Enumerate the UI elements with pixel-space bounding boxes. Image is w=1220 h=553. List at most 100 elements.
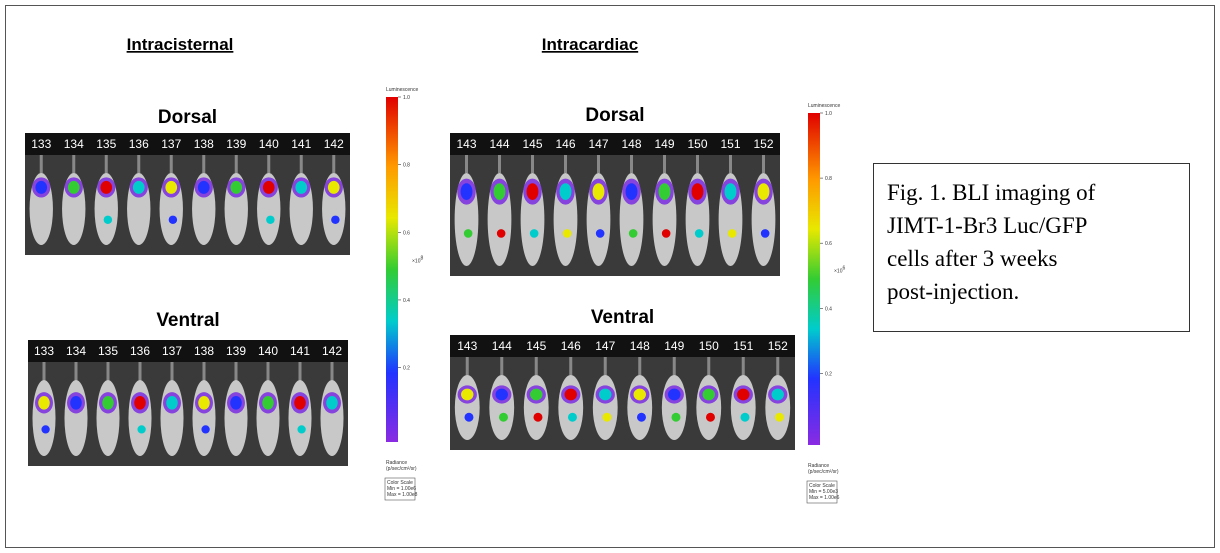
mouse-id: 152 bbox=[768, 339, 788, 353]
colorbar-tick-label: 1.0 bbox=[825, 111, 832, 117]
colorbar-title: Luminescence bbox=[386, 87, 418, 93]
signal-core bbox=[133, 181, 145, 194]
mouse bbox=[64, 380, 87, 456]
mouse-id: 136 bbox=[129, 137, 149, 151]
signal-core bbox=[593, 183, 605, 200]
section-heading: Intracardiac bbox=[542, 35, 638, 54]
signal-core bbox=[659, 183, 671, 200]
signal-core bbox=[737, 389, 749, 401]
signal-core bbox=[668, 389, 680, 401]
signal-spot bbox=[499, 413, 508, 422]
signal-core bbox=[527, 183, 539, 200]
mouse-id: 142 bbox=[324, 137, 344, 151]
mouse bbox=[128, 380, 151, 456]
signal-core bbox=[198, 181, 210, 194]
signal-spot bbox=[331, 216, 339, 224]
view-label: Ventral bbox=[591, 307, 654, 328]
page: {"figure": {"groups": [ {"title": "Intra… bbox=[0, 0, 1220, 553]
mouse bbox=[627, 375, 652, 440]
mouse-id: 150 bbox=[699, 339, 719, 353]
colorbar-tick-label: 0.6 bbox=[403, 230, 410, 236]
mouse-id: 140 bbox=[258, 344, 278, 358]
mouse-id: 148 bbox=[621, 137, 641, 151]
signal-core bbox=[634, 389, 646, 401]
mouse-id: 135 bbox=[96, 137, 116, 151]
mouse bbox=[320, 380, 343, 456]
signal-spot bbox=[169, 216, 177, 224]
signal-core bbox=[626, 183, 638, 200]
mouse-id: 147 bbox=[595, 339, 615, 353]
signal-spot bbox=[706, 413, 715, 422]
color-scale-max: Max = 1.00e8 bbox=[387, 492, 418, 498]
view-label: Dorsal bbox=[585, 105, 644, 126]
colorbar-tick-label: 0.2 bbox=[403, 366, 410, 372]
signal-core bbox=[326, 396, 338, 410]
signal-core bbox=[198, 396, 210, 410]
colorbar bbox=[386, 97, 398, 442]
mouse bbox=[524, 375, 549, 440]
mouse bbox=[32, 380, 55, 456]
mouse-id: 141 bbox=[290, 344, 310, 358]
colorbar-tick-label: 1.0 bbox=[403, 95, 410, 101]
signal-spot bbox=[740, 413, 749, 422]
mouse-id: 134 bbox=[66, 344, 86, 358]
mouse bbox=[256, 380, 279, 456]
signal-core bbox=[230, 181, 242, 194]
mouse-id: 151 bbox=[733, 339, 753, 353]
signal-spot bbox=[464, 413, 473, 422]
mouse-id: 145 bbox=[522, 137, 542, 151]
colorbar-tick-label: 0.8 bbox=[825, 176, 832, 182]
mouse-id: 141 bbox=[291, 137, 311, 151]
signal-core bbox=[165, 181, 177, 194]
mouse bbox=[455, 375, 480, 440]
signal-core bbox=[461, 183, 473, 200]
mouse-id: 133 bbox=[34, 344, 54, 358]
signal-spot bbox=[728, 229, 737, 238]
signal-core bbox=[703, 389, 715, 401]
mouse-id: 139 bbox=[226, 137, 246, 151]
mouse-id: 134 bbox=[64, 137, 84, 151]
radiance-unit: (p/sec/cm²/sr) bbox=[386, 466, 417, 472]
signal-core bbox=[725, 183, 737, 200]
mouse-id: 140 bbox=[259, 137, 279, 151]
signal-core bbox=[70, 396, 82, 410]
mouse-id: 143 bbox=[457, 339, 477, 353]
signal-core bbox=[134, 396, 146, 410]
mouse-id: 137 bbox=[162, 344, 182, 358]
mouse-id: 143 bbox=[456, 137, 476, 151]
signal-spot bbox=[297, 425, 305, 433]
signal-core bbox=[328, 181, 340, 194]
colorbar-tick-label: 0.6 bbox=[825, 241, 832, 247]
signal-core bbox=[494, 183, 506, 200]
signal-core bbox=[68, 181, 80, 194]
signal-spot bbox=[266, 216, 274, 224]
colorbar-title: Luminescence bbox=[808, 103, 840, 109]
radiance-unit: (p/sec/cm²/sr) bbox=[808, 469, 839, 475]
mouse-id: 133 bbox=[31, 137, 51, 151]
mouse-id: 149 bbox=[654, 137, 674, 151]
mouse bbox=[731, 375, 756, 440]
signal-spot bbox=[596, 229, 605, 238]
mouse bbox=[224, 380, 247, 456]
signal-spot bbox=[761, 229, 770, 238]
signal-core bbox=[294, 396, 306, 410]
caption-line: JIMT-1-Br3 Luc/GFP bbox=[887, 213, 1087, 238]
exponent-power: 8 bbox=[420, 256, 423, 262]
mouse-id: 145 bbox=[526, 339, 546, 353]
mouse-id: 152 bbox=[753, 137, 773, 151]
view-label: Ventral bbox=[156, 310, 219, 331]
mouse-id: 146 bbox=[555, 137, 575, 151]
signal-core bbox=[38, 396, 50, 410]
mouse-id: 137 bbox=[161, 137, 181, 151]
mouse bbox=[558, 375, 583, 440]
mouse-id: 136 bbox=[130, 344, 150, 358]
signal-spot bbox=[695, 229, 704, 238]
signal-spot bbox=[629, 229, 638, 238]
mouse bbox=[96, 380, 119, 456]
signal-spot bbox=[602, 413, 611, 422]
section-heading: Intracisternal bbox=[127, 35, 234, 54]
signal-spot bbox=[497, 229, 506, 238]
mouse-id: 149 bbox=[664, 339, 684, 353]
signal-spot bbox=[775, 413, 784, 422]
caption-line: Fig. 1. BLI imaging of bbox=[887, 180, 1096, 205]
